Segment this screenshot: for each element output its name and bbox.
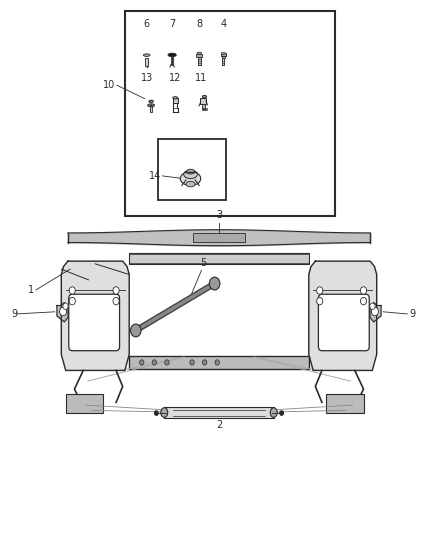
Circle shape: [370, 303, 375, 310]
Bar: [222, 56, 225, 59]
Circle shape: [202, 360, 207, 365]
Text: 8: 8: [196, 19, 202, 29]
Ellipse shape: [202, 95, 207, 98]
Circle shape: [371, 307, 378, 316]
Bar: [223, 59, 224, 65]
Text: 10: 10: [102, 80, 115, 90]
Circle shape: [360, 297, 367, 305]
Bar: [173, 98, 178, 103]
Bar: [164, 407, 274, 418]
Ellipse shape: [143, 54, 150, 56]
Text: 4: 4: [220, 19, 226, 29]
Polygon shape: [61, 261, 129, 370]
Text: 5: 5: [201, 257, 207, 268]
Circle shape: [280, 411, 283, 415]
Text: 9: 9: [410, 309, 416, 319]
FancyBboxPatch shape: [66, 394, 103, 413]
Circle shape: [63, 303, 68, 310]
Bar: [196, 54, 202, 58]
Ellipse shape: [180, 172, 201, 185]
Bar: [129, 253, 309, 264]
Ellipse shape: [168, 53, 176, 56]
Ellipse shape: [148, 104, 155, 107]
FancyBboxPatch shape: [326, 394, 364, 413]
Text: 6: 6: [144, 19, 150, 29]
Text: 12: 12: [169, 72, 181, 83]
Text: 14: 14: [149, 171, 161, 181]
Text: 3: 3: [216, 210, 222, 220]
Circle shape: [155, 411, 158, 415]
Polygon shape: [370, 303, 381, 322]
Circle shape: [317, 297, 323, 305]
Circle shape: [113, 287, 119, 294]
Bar: [145, 58, 148, 66]
Bar: [200, 98, 206, 104]
Text: 7: 7: [169, 19, 175, 29]
Bar: [125, 11, 335, 216]
Circle shape: [209, 277, 220, 290]
Circle shape: [152, 360, 156, 365]
Circle shape: [165, 360, 169, 365]
Ellipse shape: [184, 170, 198, 179]
Polygon shape: [57, 303, 68, 322]
Circle shape: [140, 360, 144, 365]
Text: 2: 2: [216, 420, 222, 430]
Bar: [129, 356, 309, 369]
Circle shape: [60, 307, 67, 316]
Circle shape: [69, 287, 75, 294]
Ellipse shape: [187, 169, 194, 174]
Circle shape: [317, 287, 323, 294]
Text: 11: 11: [195, 72, 208, 83]
Circle shape: [190, 360, 194, 365]
Circle shape: [113, 297, 119, 305]
Ellipse shape: [161, 408, 168, 417]
FancyBboxPatch shape: [318, 294, 369, 351]
Text: 1: 1: [28, 285, 34, 295]
Circle shape: [69, 297, 75, 305]
Bar: [221, 53, 226, 56]
Bar: [201, 104, 205, 109]
FancyBboxPatch shape: [69, 294, 120, 351]
Bar: [158, 139, 226, 200]
Circle shape: [215, 360, 219, 365]
Ellipse shape: [149, 100, 153, 102]
Polygon shape: [309, 261, 377, 370]
Text: 13: 13: [141, 72, 153, 83]
Bar: [193, 233, 245, 242]
Text: 9: 9: [11, 309, 17, 319]
Circle shape: [360, 287, 367, 294]
Ellipse shape: [270, 408, 277, 417]
Circle shape: [131, 324, 141, 337]
Ellipse shape: [197, 52, 201, 54]
Ellipse shape: [173, 96, 178, 99]
Bar: [150, 106, 152, 112]
Ellipse shape: [221, 53, 226, 54]
Ellipse shape: [150, 105, 152, 106]
Bar: [171, 55, 173, 64]
Bar: [198, 58, 201, 65]
Ellipse shape: [186, 181, 195, 187]
